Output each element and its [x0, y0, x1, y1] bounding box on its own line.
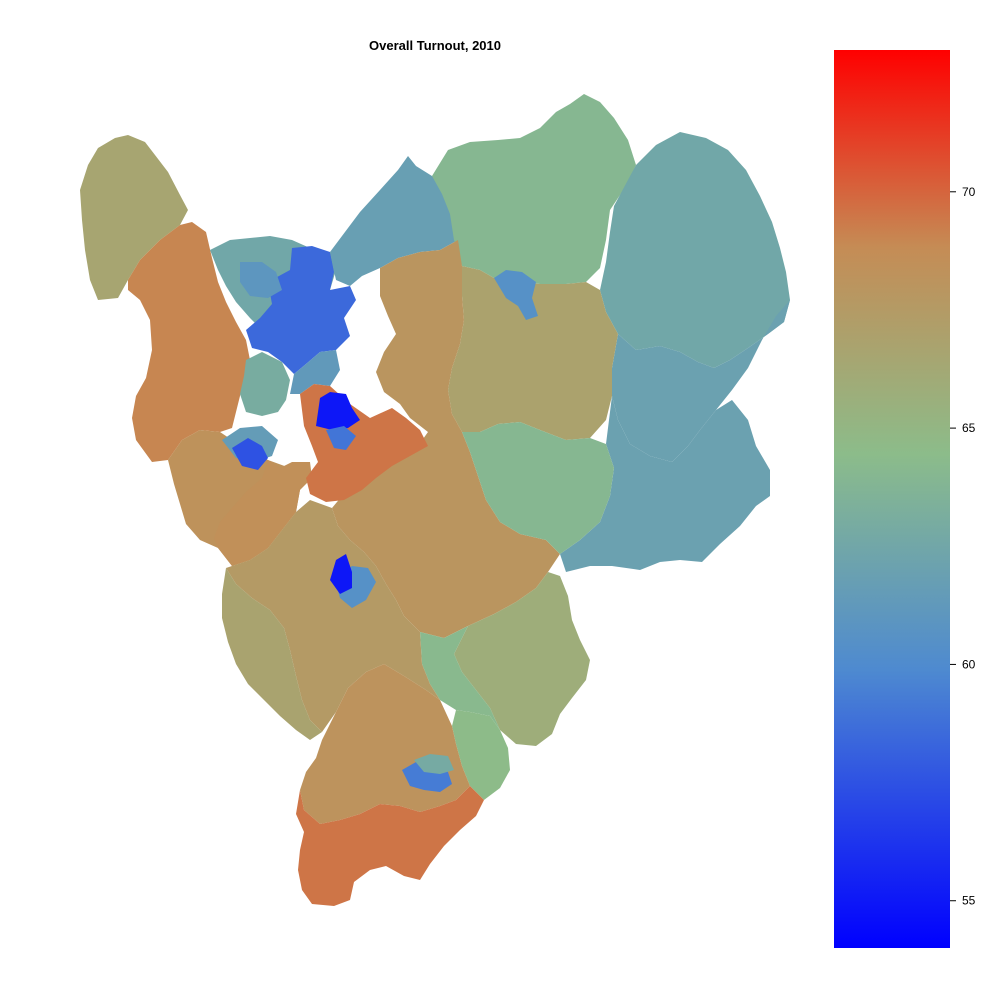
region-far-south-red	[296, 786, 484, 906]
map-regions	[80, 94, 790, 906]
region-far-south-teal	[414, 754, 454, 774]
region-south-green	[420, 626, 500, 730]
region-mid-south-tan	[222, 568, 322, 740]
region-north-coast	[432, 94, 636, 290]
region-mid-left-orange	[214, 460, 312, 566]
region-center-dark-blue	[316, 392, 360, 430]
region-north-center-b	[246, 246, 356, 374]
colorbar-tick-label: 60	[962, 657, 976, 671]
region-east-blue-small	[494, 270, 538, 320]
region-north-center-e	[240, 352, 290, 416]
region-south-east-green	[462, 422, 614, 554]
region-northwest-upland	[80, 135, 188, 300]
region-north-center-d	[290, 350, 340, 394]
region-mid-tan-a	[226, 500, 440, 732]
region-west-band	[128, 222, 250, 462]
region-central-orange	[332, 240, 560, 638]
region-northeast-top	[330, 156, 458, 286]
region-east-coast	[612, 300, 790, 462]
region-left-blue-small	[232, 438, 268, 470]
region-far-east	[600, 132, 790, 368]
region-center-blue-small	[326, 426, 356, 450]
map-title: Overall Turnout, 2010	[369, 38, 501, 53]
colorbar-tick-label: 70	[962, 185, 976, 199]
colorbar-tick-label: 55	[962, 894, 976, 908]
colorbar-tick-label: 65	[962, 421, 976, 435]
region-east-coast-south	[560, 396, 770, 572]
region-north-center-c	[240, 262, 282, 298]
colorbar-ticks: 55 60 65 70	[950, 185, 976, 908]
region-east-center	[448, 266, 618, 440]
region-south-dark-blue	[330, 554, 352, 594]
colorbar-gradient	[834, 50, 950, 948]
region-south-green-b	[452, 710, 510, 800]
region-southeast-tan	[454, 572, 590, 746]
colorbar-legend: 55 60 65 70	[834, 50, 976, 948]
